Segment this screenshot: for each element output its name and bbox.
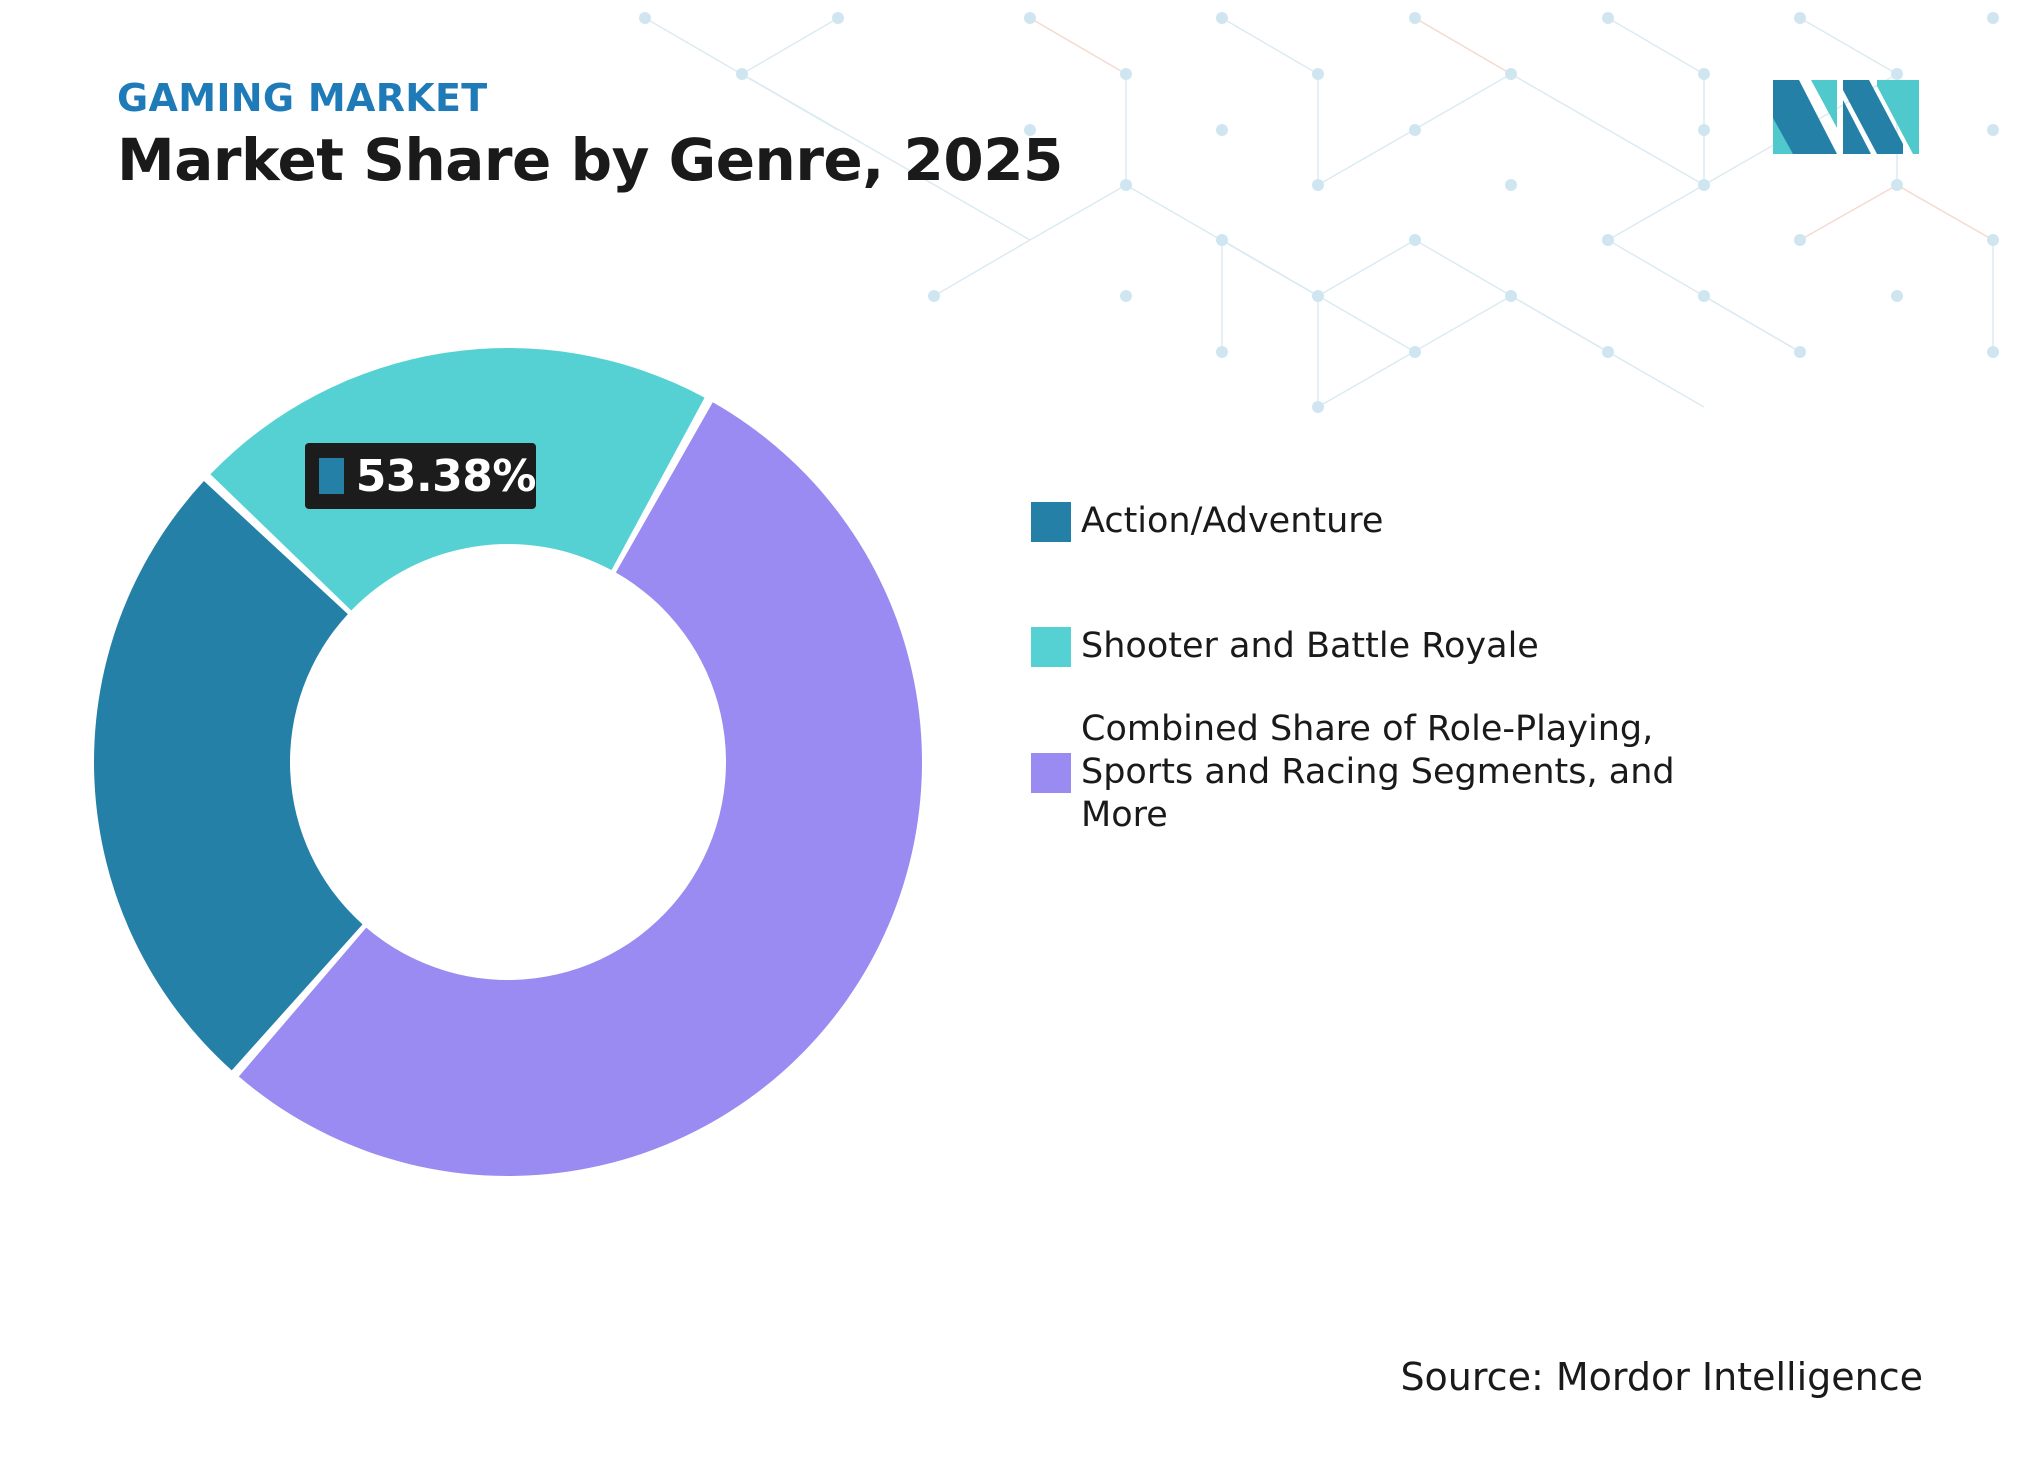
background-node: [1312, 290, 1324, 302]
background-node: [1312, 401, 1324, 413]
legend-item-combined-share: Combined Share of Role-Playing, Sports a…: [1031, 708, 1751, 837]
background-node: [736, 68, 748, 80]
background-line: [1029, 17, 1127, 75]
background-node: [832, 12, 844, 24]
logo-shape-4: [1843, 80, 1903, 154]
legend-label-line: Combined Share of Role-Playing,: [1081, 709, 1654, 749]
logo-shape-3: [1811, 80, 1837, 128]
background-node: [1409, 124, 1421, 136]
background-node: [1505, 290, 1517, 302]
legend-swatch-combined-share: [1031, 752, 1071, 793]
background-node: [1312, 68, 1324, 80]
background-node: [1505, 68, 1517, 80]
market-kicker: GAMING MARKET: [117, 76, 488, 120]
background-node: [1794, 346, 1806, 358]
background-node: [1120, 179, 1132, 191]
legend-swatch-action-adventure: [1031, 501, 1071, 542]
background-node: [1216, 234, 1228, 246]
chart-title: Market Share by Genre, 2025: [117, 126, 1063, 194]
background-node: [1698, 124, 1710, 136]
background-node: [1602, 346, 1614, 358]
background-node: [1987, 346, 1999, 358]
background-node: [1891, 68, 1903, 80]
background-line: [1799, 17, 1898, 75]
donut-slice-action-adventure: [94, 481, 363, 1071]
background-node: [1024, 124, 1036, 136]
legend-label-action-adventure: Action/Adventure: [1081, 500, 1383, 543]
legend-label-shooter-battle-royale: Shooter and Battle Royale: [1081, 625, 1539, 668]
mordor-intelligence-logo: [1773, 80, 1919, 154]
background-node: [1987, 124, 1999, 136]
background-node: [1602, 12, 1614, 24]
background-line: [933, 239, 1031, 297]
background-line: [1414, 17, 1512, 75]
background-node: [1505, 179, 1517, 191]
data-label-value: 53.38%: [355, 450, 537, 502]
background-line: [741, 73, 1031, 241]
background-node: [1698, 290, 1710, 302]
background-node: [1698, 68, 1710, 80]
background-node: [1216, 12, 1228, 24]
background-line: [1607, 17, 1705, 75]
data-label-callout: 53.38%: [305, 443, 537, 509]
background-node: [1794, 12, 1806, 24]
legend-label-combined-share: Combined Share of Role-Playing, Sports a…: [1081, 708, 1675, 837]
logo-shape-2: [1773, 118, 1793, 154]
background-line: [1607, 184, 1705, 241]
legend-label-line: Sports and Racing Segments, and: [1081, 752, 1675, 792]
background-node: [928, 290, 940, 302]
background-node: [1216, 124, 1228, 136]
logo-shape-1: [1773, 80, 1837, 154]
callout-swatch: [319, 458, 344, 494]
background-node: [1602, 234, 1614, 246]
background-line: [1317, 239, 1416, 297]
legend-item-shooter-battle-royale: Shooter and Battle Royale: [1031, 625, 1751, 668]
background-line: [1896, 184, 1994, 241]
source-note: Source: Mordor Intelligence: [1400, 1355, 1923, 1399]
background-node: [1891, 290, 1903, 302]
donut-slice-combined-share-of-role-playing-sports-and-racing-segments-and-more: [238, 402, 922, 1176]
background-node: [1120, 68, 1132, 80]
logo-shape-5: [1843, 100, 1871, 154]
background-node: [1987, 234, 1999, 246]
legend-item-action-adventure: Action/Adventure: [1031, 500, 1751, 543]
logo-shape-6: [1877, 80, 1919, 154]
background-node: [1698, 179, 1710, 191]
legend-swatch-shooter-battle-royale: [1031, 626, 1071, 667]
background-node: [1409, 346, 1421, 358]
background-line: [1029, 184, 1127, 241]
background-node: [1120, 290, 1132, 302]
background-line: [1799, 184, 1898, 241]
background-node: [1409, 234, 1421, 246]
background-node: [639, 12, 651, 24]
background-node: [1216, 346, 1228, 358]
background-node: [1891, 179, 1903, 191]
background-line: [1510, 73, 1705, 186]
legend-label-line: Shooter and Battle Royale: [1081, 626, 1539, 666]
background-node: [1794, 234, 1806, 246]
background-line: [1221, 17, 1319, 75]
background-line: [741, 17, 839, 75]
legend-label-line: Action/Adventure: [1081, 501, 1384, 541]
background-node: [1987, 12, 1999, 24]
background-node: [1024, 12, 1036, 24]
background-line: [1703, 295, 1801, 353]
legend-label-line: More: [1081, 795, 1168, 835]
background-node: [1409, 12, 1421, 24]
background-node: [1312, 179, 1324, 191]
